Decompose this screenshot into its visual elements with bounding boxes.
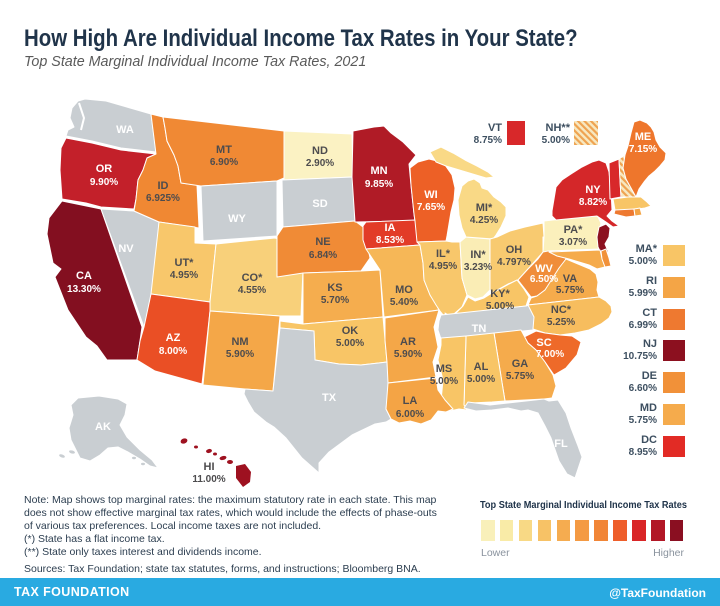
svg-text:WA: WA — [116, 124, 134, 136]
svg-text:5.00%: 5.00% — [467, 374, 495, 385]
svg-text:TX: TX — [322, 392, 337, 404]
svg-text:6.50%: 6.50% — [530, 274, 558, 285]
svg-text:SC: SC — [536, 337, 551, 349]
svg-text:9.85%: 9.85% — [365, 179, 393, 190]
svg-text:OH: OH — [506, 244, 523, 256]
svg-text:4.797%: 4.797% — [497, 257, 531, 268]
svg-text:VA: VA — [563, 273, 578, 285]
svg-text:5.90%: 5.90% — [226, 349, 254, 360]
svg-text:6.99%: 6.99% — [629, 320, 657, 331]
svg-text:5.90%: 5.90% — [394, 349, 422, 360]
svg-text:OR: OR — [96, 163, 113, 175]
svg-text:5.00%: 5.00% — [542, 135, 570, 146]
svg-text:MD: MD — [640, 402, 657, 414]
svg-text:MN: MN — [370, 165, 387, 177]
svg-text:CA: CA — [76, 270, 92, 282]
svg-text:6.90%: 6.90% — [210, 157, 238, 168]
svg-text:MA*: MA* — [636, 243, 658, 255]
svg-text:MT: MT — [216, 144, 232, 156]
svg-text:13.30%: 13.30% — [67, 284, 101, 295]
svg-text:WI: WI — [424, 189, 437, 201]
svg-text:5.75%: 5.75% — [506, 371, 534, 382]
svg-text:DE: DE — [642, 370, 657, 382]
svg-text:4.25%: 4.25% — [470, 215, 498, 226]
svg-text:IN*: IN* — [470, 249, 486, 261]
svg-text:IA: IA — [385, 222, 396, 234]
svg-text:PA*: PA* — [564, 224, 583, 236]
svg-text:IL*: IL* — [436, 248, 451, 260]
svg-text:AL: AL — [474, 361, 489, 373]
svg-text:8.95%: 8.95% — [629, 447, 657, 458]
svg-text:MI*: MI* — [476, 202, 493, 214]
svg-text:ME: ME — [635, 131, 652, 143]
svg-text:2.90%: 2.90% — [306, 158, 334, 169]
svg-text:CT: CT — [642, 307, 657, 319]
svg-text:6.60%: 6.60% — [629, 383, 657, 394]
svg-text:NE: NE — [315, 236, 330, 248]
svg-text:5.75%: 5.75% — [556, 285, 584, 296]
svg-text:6.925%: 6.925% — [146, 193, 180, 204]
svg-text:MO: MO — [395, 284, 413, 296]
svg-text:RI: RI — [646, 275, 657, 287]
svg-text:CO*: CO* — [242, 272, 264, 284]
svg-text:7.00%: 7.00% — [536, 349, 564, 360]
svg-text:FL: FL — [554, 438, 568, 450]
svg-text:AZ: AZ — [166, 332, 181, 344]
svg-text:NC*: NC* — [551, 304, 572, 316]
svg-text:DC: DC — [641, 434, 657, 446]
svg-text:3.23%: 3.23% — [464, 262, 492, 273]
svg-text:8.53%: 8.53% — [376, 235, 404, 246]
svg-text:5.00%: 5.00% — [430, 376, 458, 387]
svg-text:SD: SD — [312, 198, 327, 210]
svg-text:GA: GA — [512, 358, 529, 370]
svg-text:8.82%: 8.82% — [579, 197, 607, 208]
svg-text:6.84%: 6.84% — [309, 250, 337, 261]
svg-text:MS: MS — [436, 363, 453, 375]
svg-text:WY: WY — [228, 213, 246, 225]
svg-text:6.00%: 6.00% — [396, 409, 424, 420]
svg-text:KY*: KY* — [490, 288, 510, 300]
svg-text:5.70%: 5.70% — [321, 295, 349, 306]
svg-text:3.07%: 3.07% — [559, 237, 587, 248]
svg-text:5.75%: 5.75% — [629, 415, 657, 426]
svg-text:NY: NY — [585, 184, 601, 196]
svg-text:WV: WV — [535, 263, 553, 275]
svg-text:VT: VT — [488, 122, 502, 134]
svg-text:TN: TN — [472, 323, 487, 335]
svg-text:AR: AR — [400, 336, 416, 348]
svg-text:9.90%: 9.90% — [90, 177, 118, 188]
svg-text:AK: AK — [95, 421, 111, 433]
svg-text:5.40%: 5.40% — [390, 297, 418, 308]
svg-text:10.75%: 10.75% — [623, 351, 657, 362]
svg-text:4.95%: 4.95% — [170, 270, 198, 281]
svg-text:NV: NV — [118, 243, 134, 255]
svg-text:OK: OK — [342, 325, 359, 337]
svg-text:KS: KS — [327, 282, 342, 294]
svg-text:7.65%: 7.65% — [417, 202, 445, 213]
svg-text:HI: HI — [204, 461, 215, 473]
svg-text:8.75%: 8.75% — [474, 135, 502, 146]
svg-text:5.25%: 5.25% — [547, 317, 575, 328]
svg-text:4.55%: 4.55% — [238, 285, 266, 296]
svg-text:ND: ND — [312, 145, 328, 157]
svg-text:11.00%: 11.00% — [192, 474, 225, 485]
svg-text:5.00%: 5.00% — [486, 301, 514, 312]
svg-text:5.00%: 5.00% — [336, 338, 364, 349]
svg-text:5.99%: 5.99% — [629, 288, 657, 299]
svg-text:8.00%: 8.00% — [159, 346, 187, 357]
svg-text:7.15%: 7.15% — [629, 144, 657, 155]
svg-text:NH**: NH** — [546, 122, 571, 134]
svg-text:ID: ID — [158, 180, 169, 192]
svg-text:7.00%: 7.00% — [530, 0, 558, 3]
svg-text:NJ: NJ — [643, 338, 657, 350]
svg-text:LA: LA — [403, 395, 418, 407]
svg-text:UT*: UT* — [175, 257, 195, 269]
svg-text:4.95%: 4.95% — [429, 261, 457, 272]
svg-text:5.00%: 5.00% — [629, 256, 657, 267]
svg-text:NM: NM — [231, 336, 248, 348]
